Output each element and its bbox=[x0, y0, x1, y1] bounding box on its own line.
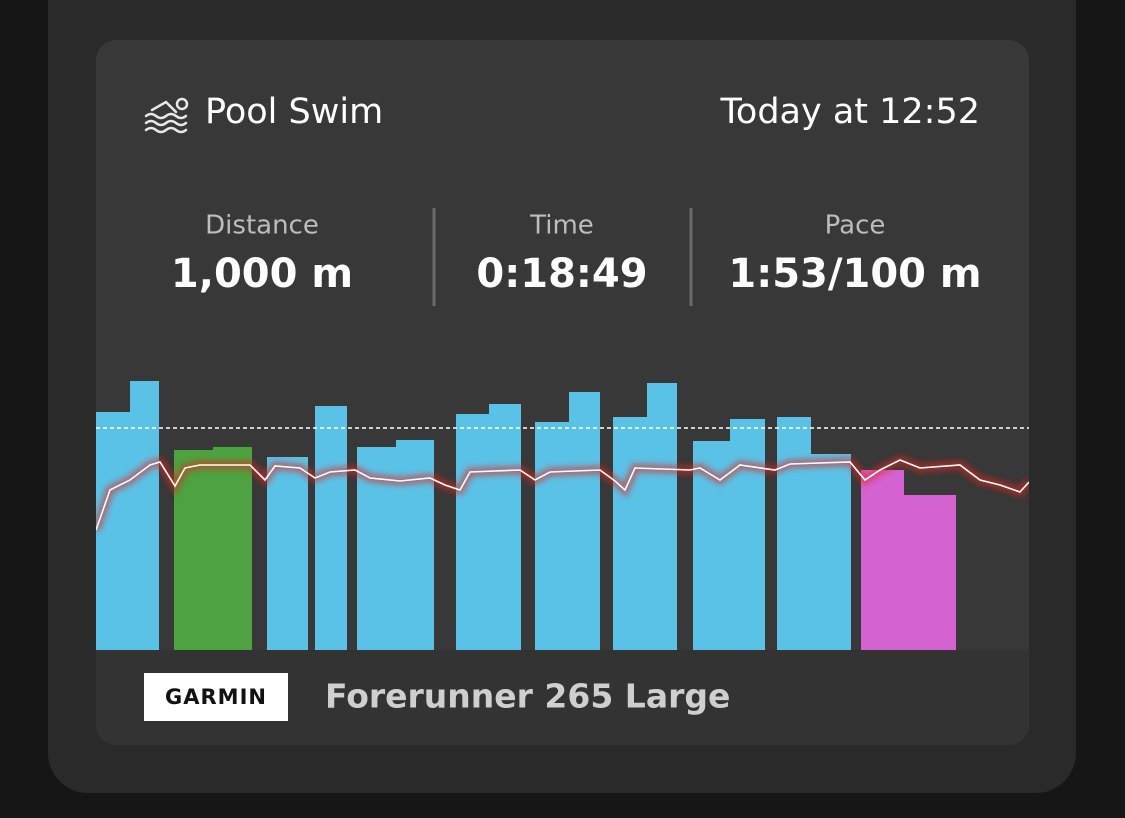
stat-value: 1:53/100 m bbox=[728, 251, 981, 297]
device-name: Forerunner 265 Large bbox=[325, 677, 730, 716]
length-bar bbox=[396, 440, 434, 650]
length-bar bbox=[811, 454, 851, 650]
swim-chart bbox=[96, 381, 1029, 650]
device-footer bbox=[96, 650, 1029, 745]
drill-bar bbox=[213, 447, 252, 650]
interval-bars bbox=[96, 381, 851, 650]
stat-label: Time bbox=[529, 211, 594, 241]
length-bar bbox=[489, 404, 521, 650]
length-bar bbox=[647, 383, 677, 650]
length-bar bbox=[613, 417, 647, 650]
brand-logo bbox=[144, 673, 288, 721]
length-bar bbox=[456, 414, 489, 650]
length-bar bbox=[777, 417, 811, 650]
length-bar bbox=[130, 381, 159, 650]
stat-label: Pace bbox=[825, 211, 886, 241]
length-bar bbox=[569, 392, 600, 650]
brand-text: GARMIN bbox=[165, 685, 267, 709]
heart-rate-line bbox=[96, 459, 1029, 531]
cooldown-bar bbox=[904, 495, 956, 650]
stat-value: 1,000 m bbox=[171, 251, 353, 297]
swim-icon bbox=[144, 97, 189, 134]
length-bar bbox=[315, 406, 347, 650]
cooldown-bar bbox=[861, 470, 904, 650]
length-bar bbox=[535, 422, 569, 650]
stat-label: Distance bbox=[205, 211, 319, 241]
activity-title: Pool Swim bbox=[205, 92, 383, 132]
length-bar bbox=[96, 412, 130, 650]
activity-time: Today at 12:52 bbox=[719, 92, 980, 132]
length-bar bbox=[267, 457, 308, 650]
length-bar bbox=[730, 419, 765, 650]
stat-value: 0:18:49 bbox=[476, 251, 647, 297]
